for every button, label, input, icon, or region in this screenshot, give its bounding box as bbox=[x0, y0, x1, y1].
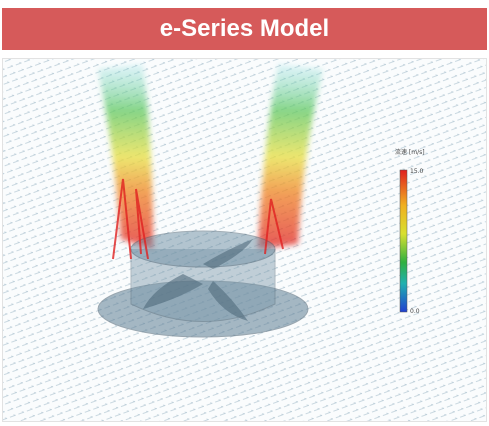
legend-min-label: 0.0 bbox=[410, 308, 420, 315]
legend-title: 流速 [m/s] bbox=[395, 148, 425, 156]
banner-title: e-Series Model bbox=[2, 8, 487, 50]
flow-visualization: 流速 [m/s] 15.0 0.0 bbox=[3, 59, 486, 421]
simulation-figure: 流速 [m/s] 15.0 0.0 bbox=[2, 58, 487, 422]
legend-max-label: 15.0 bbox=[410, 168, 424, 175]
page: e-Series Model bbox=[0, 0, 489, 422]
